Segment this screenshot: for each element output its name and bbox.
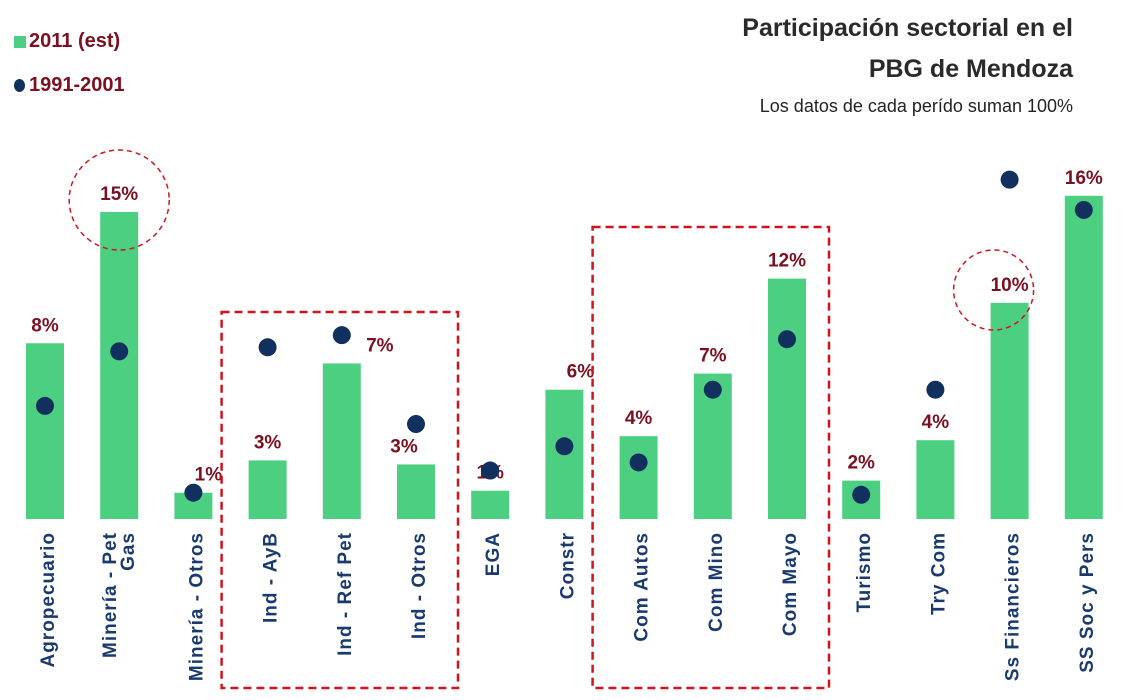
bar xyxy=(768,278,806,519)
data-label: 6% xyxy=(567,362,595,383)
dot-marker xyxy=(629,453,648,472)
category-label: SS Soc y Pers xyxy=(1077,532,1098,673)
dot-marker xyxy=(1000,170,1019,189)
data-label: 3% xyxy=(390,436,418,457)
data-label: 1% xyxy=(195,465,223,486)
bar xyxy=(248,460,287,519)
dot-marker xyxy=(332,326,351,345)
category-label: Ind - AyB xyxy=(261,532,282,623)
data-label: 4% xyxy=(625,408,653,429)
bar xyxy=(100,211,139,519)
dot-marker xyxy=(703,380,722,399)
category-label: Gas xyxy=(118,532,139,571)
data-label: 16% xyxy=(1065,168,1103,189)
bar xyxy=(1064,195,1103,520)
bar xyxy=(397,464,435,519)
data-label: 7% xyxy=(366,335,394,356)
data-label: 10% xyxy=(991,275,1029,296)
category-label: Minería - Otros xyxy=(186,532,207,681)
data-label: 3% xyxy=(254,432,282,453)
data-label: 15% xyxy=(100,184,138,205)
dot-marker xyxy=(184,483,203,502)
category-label: Ss Financieros xyxy=(1003,532,1024,681)
dot-marker xyxy=(555,437,574,456)
dot-marker xyxy=(852,485,871,504)
dot-marker xyxy=(36,396,54,415)
bar xyxy=(471,490,510,519)
chart-title-line1: Participación sectorial en el xyxy=(742,14,1073,42)
category-label: Com Mayo xyxy=(780,532,801,636)
bar xyxy=(619,436,658,519)
dot-marker xyxy=(481,461,500,480)
category-label: Ind - Ref Pet xyxy=(335,532,356,656)
legend-swatch-dot xyxy=(14,79,25,92)
bar xyxy=(990,302,1029,519)
dashed-highlight-circle xyxy=(68,149,170,251)
chart-subtitle: Los datos de cada perído suman 100% xyxy=(759,96,1073,116)
category-label: Ind - Otros xyxy=(409,532,430,639)
category-label: Agropecuario xyxy=(38,532,59,668)
legend-swatch-bar xyxy=(14,35,26,48)
bar xyxy=(322,363,361,519)
dot-marker xyxy=(258,338,277,357)
legend-item-2011: 2011 (est) xyxy=(14,30,120,53)
category-label: Try Com xyxy=(928,532,949,615)
legend-item-1991-2001: 1991-2001 xyxy=(14,74,125,97)
category-label: Minería - Pet xyxy=(100,532,121,658)
dot-marker xyxy=(110,342,129,361)
data-label: 4% xyxy=(922,412,950,433)
category-label: EGA xyxy=(483,532,504,576)
category-label: Turismo xyxy=(854,532,875,613)
dot-marker xyxy=(778,330,796,349)
bar xyxy=(916,440,955,519)
data-label: 2% xyxy=(847,453,875,474)
chart-title-line2: PBG de Mendoza xyxy=(868,55,1073,83)
data-label: 8% xyxy=(31,315,59,336)
category-label: Constr xyxy=(557,532,578,599)
dot-marker xyxy=(926,380,945,399)
dot-marker xyxy=(407,415,425,434)
category-label: Com Mino xyxy=(706,532,727,632)
category-label: Com Autos xyxy=(632,532,653,642)
dashed-highlight-box xyxy=(591,225,831,690)
data-label: 12% xyxy=(768,251,806,272)
legend-label: 2011 (est) xyxy=(29,30,121,52)
bar xyxy=(26,343,64,519)
dashed-highlight-box xyxy=(220,310,460,690)
data-label: 7% xyxy=(699,346,727,367)
dashed-highlight-circle xyxy=(952,249,1035,331)
legend-label: 1991-2001 xyxy=(29,74,125,96)
dot-marker xyxy=(1074,200,1093,219)
